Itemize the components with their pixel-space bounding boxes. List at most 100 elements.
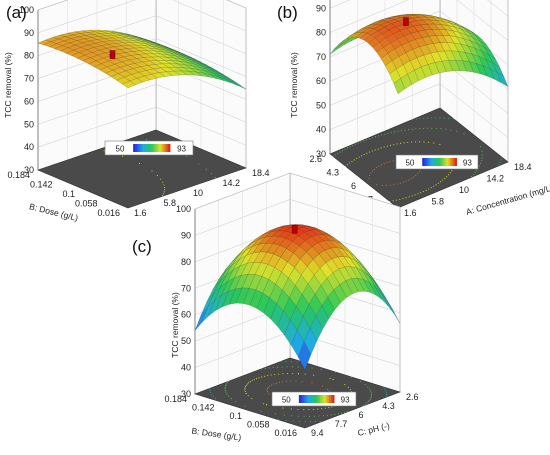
- contour-point: [241, 165, 242, 166]
- contour-point: [328, 407, 329, 408]
- contour-point: [104, 150, 105, 151]
- y-axis-title: B: Dose (g/L): [191, 426, 242, 443]
- contour-point: [369, 178, 370, 179]
- contour-point: [411, 142, 412, 143]
- contour-point: [151, 170, 152, 171]
- contour-point: [228, 381, 229, 382]
- colorbar-swatch: [434, 158, 436, 166]
- contour-point: [475, 172, 476, 173]
- contour-point: [428, 142, 429, 143]
- contour-point: [368, 401, 369, 402]
- colorbar-swatch: [302, 395, 304, 403]
- contour-point: [286, 381, 287, 382]
- contour-point: [413, 177, 414, 178]
- contour-point: [354, 159, 355, 160]
- contour-point: [451, 170, 452, 171]
- z-tick-label: 90: [316, 3, 326, 13]
- colorbar-min-label: 50: [282, 396, 291, 405]
- contour-point: [396, 200, 397, 201]
- contour-point: [397, 131, 398, 132]
- colorbar-swatch: [161, 144, 163, 152]
- contour-point: [340, 151, 341, 152]
- contour-point: [445, 129, 446, 130]
- z-tick-label: 100: [176, 204, 191, 214]
- contour-point: [366, 402, 367, 403]
- colorbar-swatch: [436, 158, 438, 166]
- colorbar-swatch: [142, 144, 144, 152]
- colorbar-swatch: [433, 158, 435, 166]
- colorbar-swatch: [426, 158, 428, 166]
- y-tick-label: 0.142: [30, 180, 53, 190]
- colorbar-swatch: [331, 395, 333, 403]
- contour-point: [297, 409, 298, 410]
- contour-point: [423, 141, 424, 142]
- contour-point: [366, 153, 367, 154]
- contour-point: [384, 163, 385, 164]
- z-tick-label: 70: [316, 52, 326, 62]
- contour-point: [244, 388, 245, 389]
- contour-point: [375, 136, 376, 137]
- contour-point: [292, 366, 293, 367]
- contour-point: [417, 193, 418, 194]
- contour-point: [245, 406, 246, 407]
- contour-point: [225, 385, 226, 386]
- contour-point: [164, 189, 165, 190]
- contour-point: [298, 373, 299, 374]
- contour-point: [291, 361, 292, 362]
- colorbar-swatch: [155, 144, 157, 152]
- contour-point: [428, 188, 429, 189]
- contour-point: [433, 143, 434, 144]
- contour-point: [290, 381, 291, 382]
- contour-point: [302, 381, 303, 382]
- contour-point: [370, 397, 371, 398]
- contour-point: [406, 181, 407, 182]
- contour-point: [250, 381, 251, 382]
- contour-point: [162, 195, 163, 196]
- contour-point: [293, 420, 294, 421]
- colorbar-swatch: [133, 144, 135, 152]
- y-tick-label: 0.1: [229, 411, 242, 421]
- contour-point: [417, 173, 418, 174]
- colorbar-swatch: [317, 395, 319, 403]
- z-tick-label: 50: [181, 336, 191, 346]
- colorbar-swatch: [139, 144, 141, 152]
- contour-point: [313, 409, 314, 410]
- contour-point: [226, 384, 227, 385]
- contour-point: [369, 175, 370, 176]
- colorbar-min-label: 50: [116, 145, 125, 154]
- contour-point: [448, 174, 449, 175]
- contour-point: [400, 143, 401, 144]
- contour-point: [376, 167, 377, 168]
- contour-point: [342, 150, 343, 151]
- contour-point: [322, 385, 323, 386]
- contour-point: [390, 185, 391, 186]
- optimum-marker: [403, 18, 408, 26]
- colorbar-swatch: [301, 395, 303, 403]
- contour-point: [409, 196, 410, 197]
- contour-point: [444, 178, 445, 179]
- colorbar-swatch: [445, 158, 447, 166]
- contour-point: [317, 409, 318, 410]
- contour-point: [313, 375, 314, 376]
- contour-point: [397, 183, 398, 184]
- contour-point: [332, 156, 333, 157]
- colorbar-swatch: [165, 144, 167, 152]
- contour-point: [349, 162, 350, 163]
- colorbar-swatch: [311, 395, 313, 403]
- colorbar-swatch: [452, 158, 454, 166]
- contour-point: [387, 133, 388, 134]
- contour-point: [248, 395, 249, 396]
- contour-point: [381, 134, 382, 135]
- contour-point: [390, 145, 391, 146]
- contour-point: [431, 117, 432, 118]
- contour-point: [186, 156, 187, 157]
- contour-point: [267, 375, 268, 376]
- contour-point: [295, 381, 296, 382]
- contour-point: [225, 392, 226, 393]
- contour-point: [280, 361, 281, 362]
- contour-point: [245, 391, 246, 392]
- contour-point: [371, 396, 372, 397]
- contour-point: [369, 138, 370, 139]
